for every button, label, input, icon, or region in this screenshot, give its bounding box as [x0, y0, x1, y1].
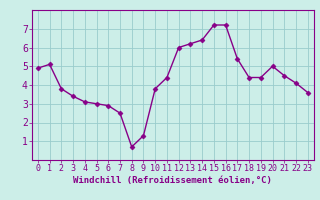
X-axis label: Windchill (Refroidissement éolien,°C): Windchill (Refroidissement éolien,°C) — [73, 176, 272, 185]
